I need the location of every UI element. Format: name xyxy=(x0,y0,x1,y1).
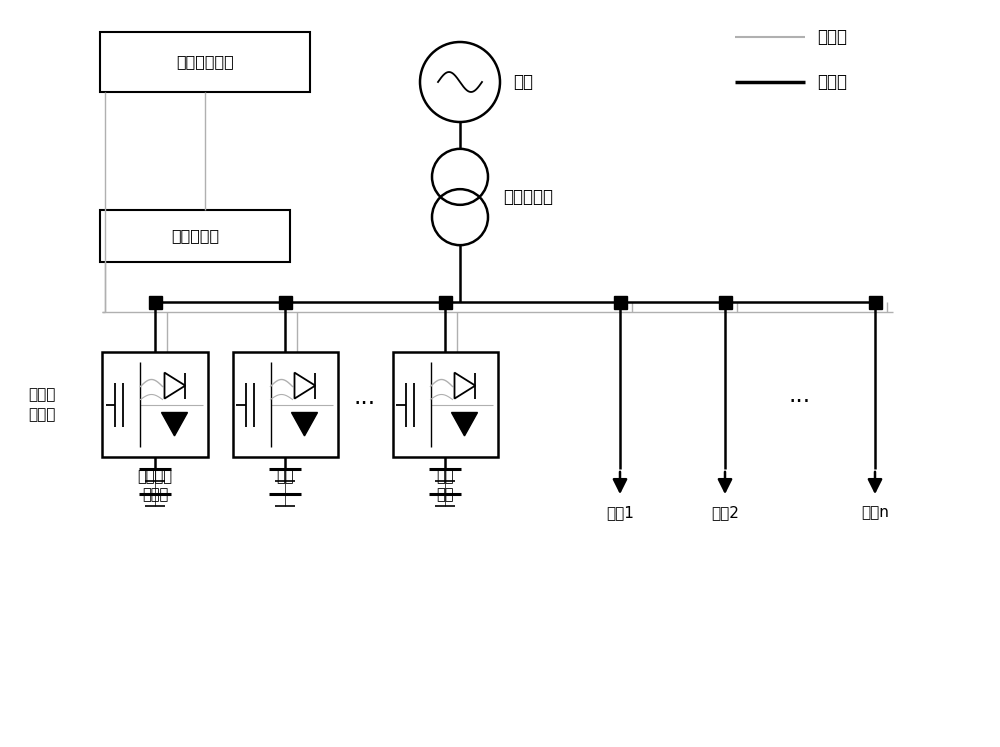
Bar xyxy=(278,296,292,309)
Text: 负药n: 负药n xyxy=(861,505,889,520)
Bar xyxy=(102,352,208,457)
Text: 信息流: 信息流 xyxy=(817,28,847,46)
Text: ···: ··· xyxy=(789,390,811,414)
Text: 能效云服务器: 能效云服务器 xyxy=(176,55,234,69)
Text: 电网: 电网 xyxy=(513,73,533,91)
Bar xyxy=(392,352,498,457)
Bar xyxy=(100,32,310,92)
Bar xyxy=(718,296,732,309)
Text: 能量流: 能量流 xyxy=(817,73,847,91)
Bar xyxy=(100,210,290,262)
Text: ···: ··· xyxy=(354,392,376,417)
Bar xyxy=(438,296,452,309)
Polygon shape xyxy=(292,412,318,436)
Text: 配电变压器: 配电变压器 xyxy=(503,188,553,206)
Bar xyxy=(148,296,162,309)
Text: 负药1: 负药1 xyxy=(606,505,634,520)
Bar xyxy=(233,352,338,457)
Text: 负药2: 负药2 xyxy=(711,505,739,520)
Polygon shape xyxy=(161,412,188,436)
Text: 储能: 储能 xyxy=(276,469,294,484)
Polygon shape xyxy=(452,412,478,436)
Bar xyxy=(868,296,882,309)
Text: 能效云终端: 能效云终端 xyxy=(171,229,219,244)
Text: 综合能效
控制器: 综合能效 控制器 xyxy=(138,469,173,503)
Bar xyxy=(614,296,626,309)
Text: 能量变
换装置: 能量变 换装置 xyxy=(28,387,56,422)
Text: 电动
汽车: 电动 汽车 xyxy=(436,469,454,503)
